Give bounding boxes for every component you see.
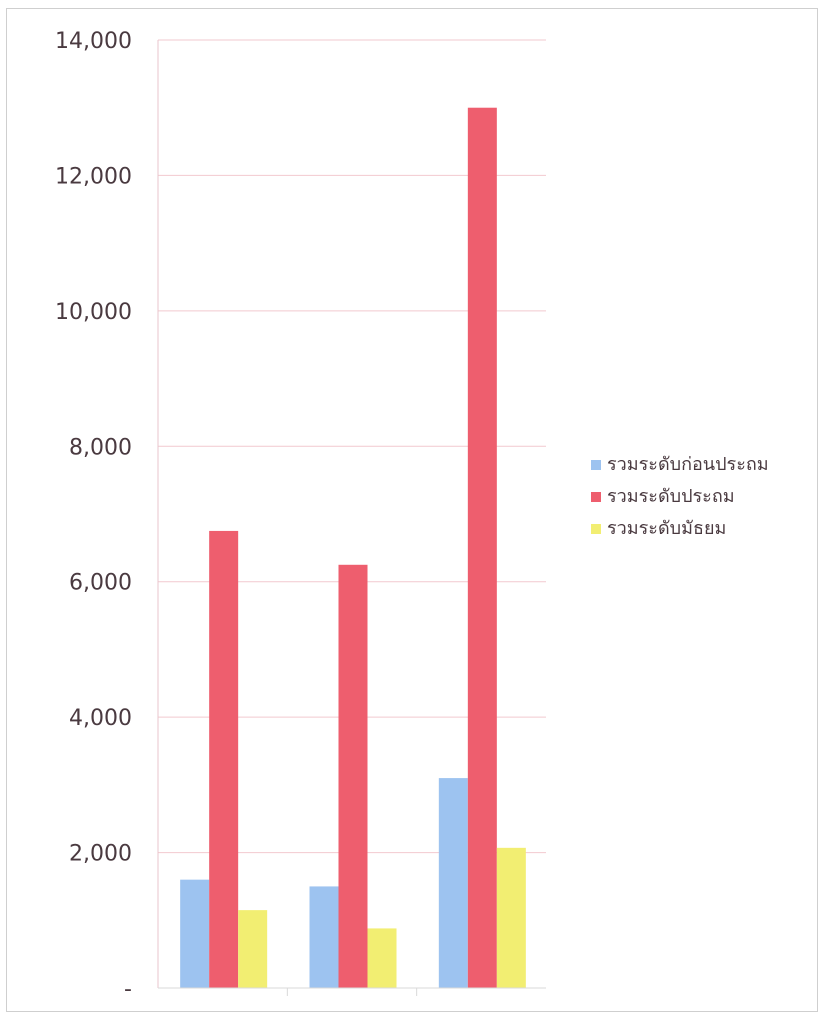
y-tick-label: 8,000 bbox=[69, 435, 132, 460]
y-tick-label: 10,000 bbox=[55, 300, 132, 325]
legend-swatch bbox=[591, 492, 601, 502]
bar-1-3 bbox=[438, 778, 468, 988]
y-tick-label: - bbox=[124, 977, 132, 1002]
bar-1-1 bbox=[180, 879, 210, 988]
bar-3-2 bbox=[367, 928, 397, 988]
bar-3-1 bbox=[238, 910, 268, 988]
y-tick-label: 6,000 bbox=[69, 571, 132, 596]
bar-2-3 bbox=[467, 107, 497, 988]
legend-label: รวมระดับมัธยม bbox=[607, 518, 726, 539]
bar-3-3 bbox=[496, 847, 526, 988]
y-tick-label: 2,000 bbox=[69, 842, 132, 867]
bar-1-2 bbox=[309, 886, 339, 988]
legend-swatch bbox=[591, 524, 601, 534]
y-tick-label: 4,000 bbox=[69, 706, 132, 731]
bar-2-1 bbox=[209, 530, 239, 988]
legend-label: รวมระดับประถม bbox=[607, 486, 735, 507]
legend-swatch bbox=[591, 460, 601, 470]
y-tick-label: 14,000 bbox=[55, 29, 132, 54]
bar-2-2 bbox=[338, 564, 368, 988]
legend-label: รวมระดับก่อนประถม bbox=[607, 454, 769, 475]
y-tick-label: 12,000 bbox=[55, 164, 132, 189]
